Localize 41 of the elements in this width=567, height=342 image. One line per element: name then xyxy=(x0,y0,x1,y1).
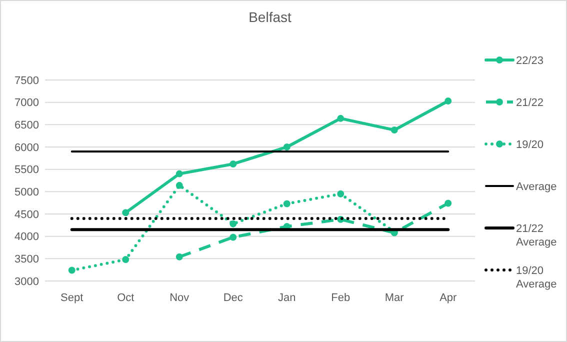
y-tick-label: 7500 xyxy=(14,74,39,87)
y-tick-label: 5500 xyxy=(14,164,39,176)
y-tick-label: 7000 xyxy=(14,97,39,110)
y-tick-label: 4500 xyxy=(14,208,39,221)
x-tick-label: Oct xyxy=(117,292,134,304)
point xyxy=(122,256,130,264)
legend-label: 19/20 xyxy=(516,138,544,151)
point xyxy=(337,190,344,198)
point xyxy=(122,209,130,216)
x-tick-label: Sept xyxy=(60,292,84,304)
x-tick-label: Feb xyxy=(331,292,350,304)
x-tick-label: Nov xyxy=(170,292,190,304)
y-tick-label: 6000 xyxy=(14,142,39,154)
legend-label: 21/22 Average xyxy=(516,222,557,249)
chart-title: Belfast xyxy=(248,9,292,25)
y-tick-label: 6500 xyxy=(14,120,39,132)
point xyxy=(444,97,452,104)
point xyxy=(230,160,237,168)
legend-label: Average xyxy=(516,180,557,193)
y-tick-label: 3500 xyxy=(14,254,39,266)
point xyxy=(283,200,290,208)
x-tick-label: Dec xyxy=(223,292,244,304)
point xyxy=(230,220,237,228)
y-tick-label: 5000 xyxy=(14,186,39,199)
point xyxy=(390,126,398,134)
point xyxy=(283,144,290,150)
legend-label: 21/22 xyxy=(516,96,544,109)
point xyxy=(337,114,344,122)
x-tick-label: Jan xyxy=(278,292,296,304)
point xyxy=(68,266,76,274)
y-tick-label: 4000 xyxy=(14,231,39,244)
x-tick-label: Apr xyxy=(440,292,458,304)
legend-label: 22/23 xyxy=(516,54,544,67)
point xyxy=(230,234,237,241)
point xyxy=(176,182,183,189)
x-tick-label: Mar xyxy=(384,292,404,304)
legend-label: 19/20 Average xyxy=(516,264,557,291)
point xyxy=(176,170,183,178)
y-tick-label: 3000 xyxy=(14,276,39,288)
point xyxy=(444,200,452,207)
point xyxy=(176,253,183,260)
